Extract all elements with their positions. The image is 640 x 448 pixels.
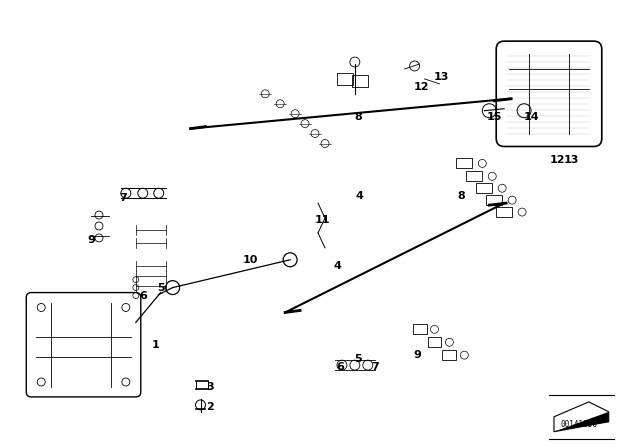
Text: 8: 8 <box>354 112 362 122</box>
Text: 9: 9 <box>413 350 422 360</box>
Bar <box>467 171 483 181</box>
Bar <box>496 207 512 217</box>
Text: 8: 8 <box>458 191 465 201</box>
Text: 12: 12 <box>549 155 564 165</box>
Bar <box>476 183 492 193</box>
Text: 15: 15 <box>486 112 502 122</box>
Text: 4: 4 <box>356 191 364 201</box>
Bar <box>428 337 442 347</box>
Text: 9: 9 <box>87 235 95 245</box>
Bar <box>442 350 456 360</box>
Text: 13: 13 <box>563 155 579 165</box>
Bar <box>352 75 368 87</box>
Bar <box>456 159 472 168</box>
Text: 10: 10 <box>243 255 258 265</box>
Bar <box>486 195 502 205</box>
Text: 4: 4 <box>334 261 342 271</box>
Text: 13: 13 <box>434 72 449 82</box>
Text: 12: 12 <box>414 82 429 92</box>
Text: 3: 3 <box>207 382 214 392</box>
Text: 14: 14 <box>524 112 539 122</box>
Text: 2: 2 <box>207 402 214 412</box>
Text: 00141856: 00141856 <box>561 420 597 429</box>
Text: 7: 7 <box>371 362 379 372</box>
Bar <box>337 73 353 85</box>
Text: 5: 5 <box>157 283 164 293</box>
Text: 6: 6 <box>139 291 147 301</box>
Text: 7: 7 <box>119 193 127 203</box>
Bar <box>413 324 426 334</box>
Text: 11: 11 <box>314 215 330 225</box>
Text: 5: 5 <box>354 354 362 364</box>
Text: 6: 6 <box>336 362 344 372</box>
Polygon shape <box>554 412 609 432</box>
Text: 1: 1 <box>152 340 159 350</box>
